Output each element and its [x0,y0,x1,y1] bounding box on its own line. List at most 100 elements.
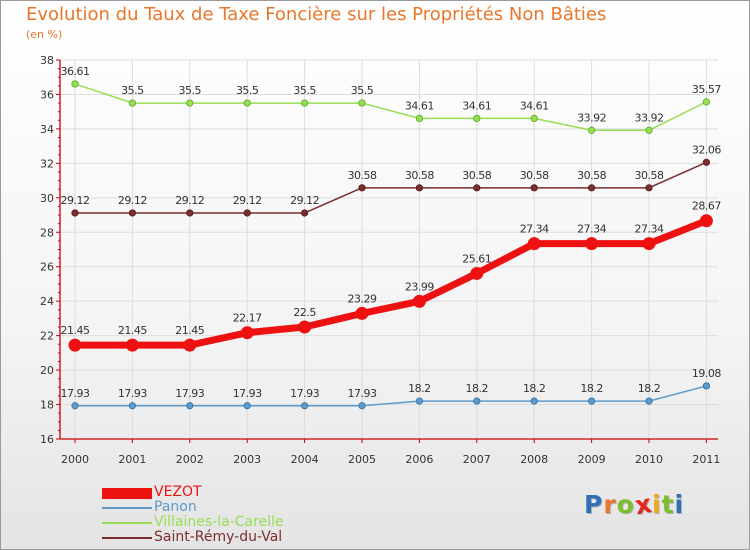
data-point [358,99,366,107]
logo-letter: i [674,490,685,519]
data-label: 35.57 [692,83,721,96]
x-tick-label: 2001 [118,453,146,466]
legend-swatch [102,522,152,524]
data-label: 30.58 [577,169,606,182]
data-point [355,306,369,320]
data-label: 30.58 [405,169,434,182]
data-point [300,209,309,217]
data-label: 33.92 [577,111,606,124]
series-line [74,161,708,214]
data-label: 28.67 [692,200,721,213]
data-point [71,80,79,88]
data-point [587,184,596,192]
data-label: 17.93 [61,387,90,400]
data-label: 17.93 [175,387,204,400]
data-point [128,99,136,107]
data-point [530,184,538,192]
data-label: 27.34 [635,223,664,236]
data-label: 33.92 [635,111,664,124]
logo-letter: r [603,490,617,519]
series-panon: 17.93 17.93 17.93 17.93 17.93 17.93 18.2 18.2 18… [61,367,722,410]
data-label: 35.5 [121,84,144,97]
data-point [298,320,312,334]
data-label: 34.61 [405,99,434,112]
data-label: 17.93 [348,387,377,400]
y-tick-label: 34 [40,123,54,136]
x-tick-label: 2008 [520,453,548,466]
data-point [645,126,653,134]
data-point [702,382,711,390]
data-point [243,99,251,107]
y-tick-label: 16 [40,433,54,446]
data-label: 21.45 [118,324,147,337]
data-label: 21.45 [61,324,90,337]
legend-label: Villaines-la-Carelle [154,514,284,530]
y-tick-label: 30 [40,192,54,205]
data-point [71,209,79,217]
data-point [240,326,254,340]
logo-letter: P [584,490,604,519]
data-label: 17.93 [118,387,147,400]
data-point [699,214,713,228]
y-tick-label: 20 [40,364,54,377]
data-label: 18.2 [638,382,661,395]
logo-letter: i [652,490,662,519]
data-point [412,294,426,308]
data-label: 34.61 [462,99,491,112]
data-label: 22.17 [233,312,262,325]
series-line [74,83,708,132]
data-point [183,338,197,352]
legend-swatch [102,507,152,509]
data-point [186,402,194,410]
data-label: 27.34 [577,223,606,236]
data-label: 30.58 [348,169,377,182]
proxiti-logo: Proxiti [584,489,685,521]
data-point [645,397,653,405]
x-tick-label: 2010 [635,453,663,466]
series-vezot: 21.45 21.45 21.45 22.17 22.5 23.29 23.99 25.61 2… [61,200,722,352]
x-tick-label: 2005 [348,453,376,466]
data-point [243,209,251,217]
x-tick-label: 2006 [405,453,433,466]
data-label: 18.2 [580,382,603,395]
data-label: 32.06 [692,143,721,156]
data-point [358,402,366,410]
x-tick-label: 2011 [692,453,720,466]
data-label: 36.61 [61,65,90,78]
logo-letter: t [661,490,675,519]
data-point [186,99,194,107]
x-tick-label: 2004 [291,453,319,466]
data-label: 27.34 [520,223,549,236]
data-label: 17.93 [290,387,319,400]
y-tick-label: 38 [40,54,54,67]
data-point [473,114,481,123]
series-villaines-la-carelle: 36.61 35.5 35.5 35.5 35.5 35.5 34.61 34.61 34.61… [61,65,722,134]
data-label: 21.45 [175,324,204,337]
legend-label: Panon [154,499,197,515]
data-label: 29.12 [175,194,204,207]
data-point [300,99,309,107]
chart-subtitle: (en %) [26,28,63,41]
data-point [125,338,139,352]
data-point [71,402,79,410]
data-label: 29.12 [233,194,262,207]
series-line [74,385,708,407]
legend-label: Saint-Rémy-du-Val [154,529,283,545]
data-label: 25.61 [462,252,491,265]
data-label: 34.61 [520,99,549,112]
data-label: 23.29 [348,292,377,305]
data-point [473,184,481,192]
data-label: 30.58 [520,169,549,182]
chart-title: Evolution du Taux de Taxe Foncière sur l… [26,4,607,25]
data-point [128,402,136,410]
data-label: 18.2 [408,382,431,395]
data-label: 17.93 [233,387,262,400]
y-tick-label: 22 [40,330,54,343]
data-point [128,209,136,217]
data-label: 35.5 [351,84,374,97]
data-label: 22.5 [293,306,316,319]
data-point [243,402,251,410]
data-label: 29.12 [61,194,90,207]
legend-swatch [102,537,152,539]
